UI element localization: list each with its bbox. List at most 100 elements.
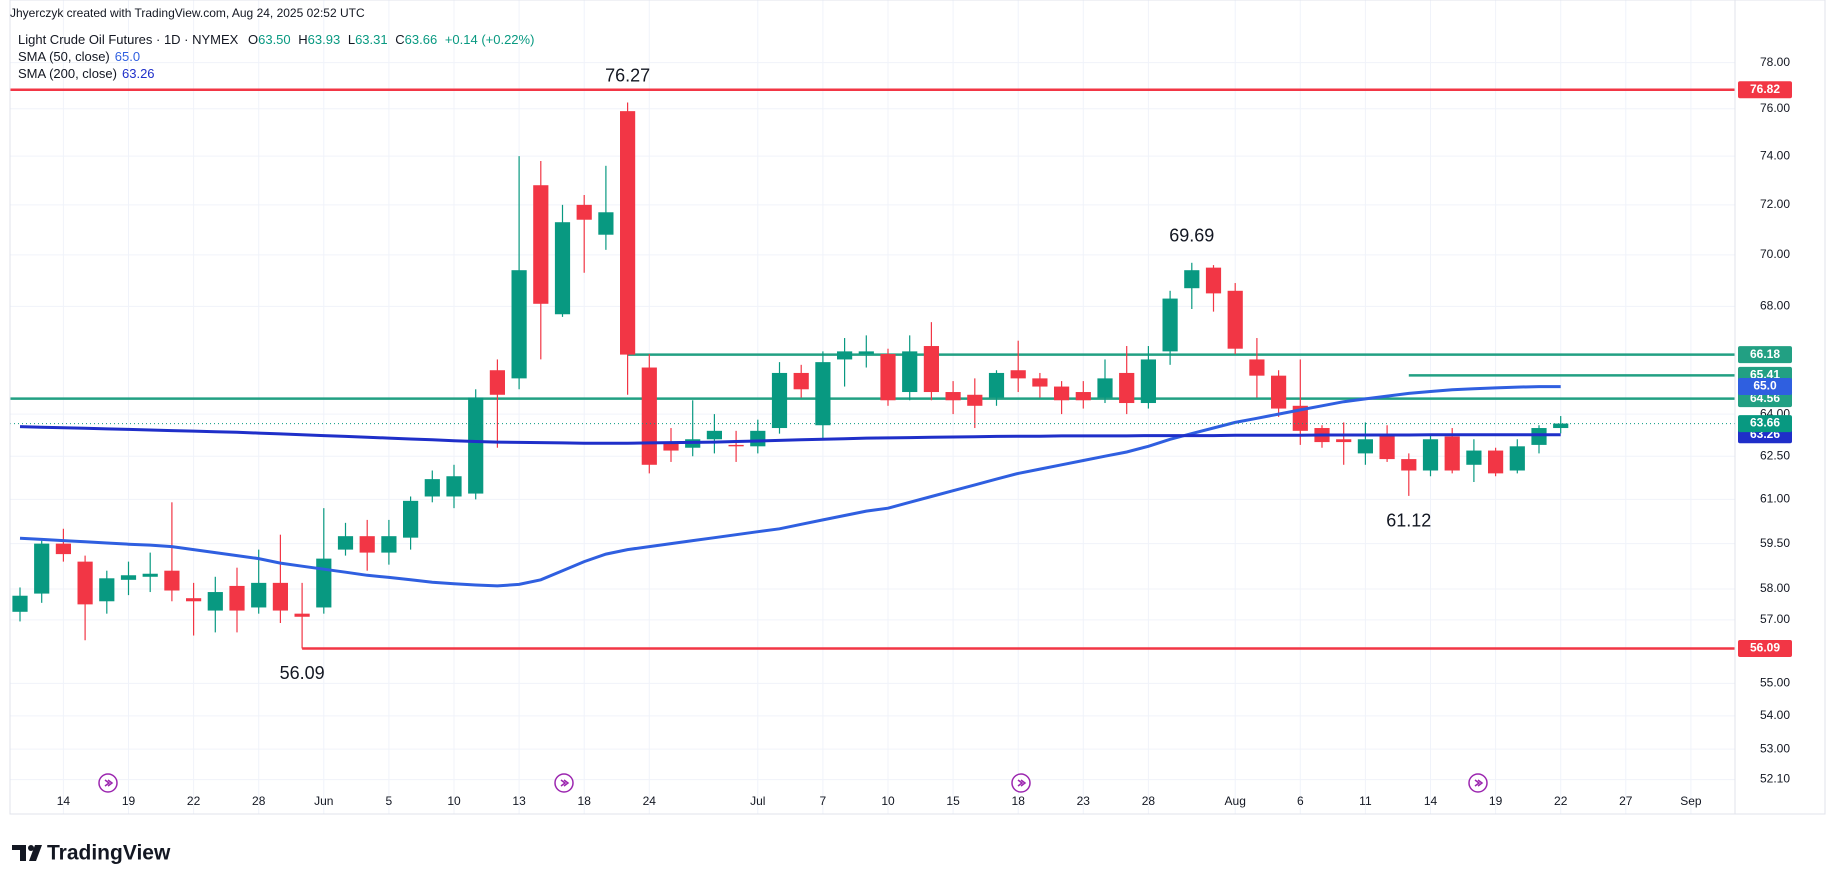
x-tick-label: Jul — [750, 794, 765, 808]
price-label-bg — [1738, 639, 1792, 657]
x-tick-label: 28 — [252, 794, 266, 808]
candle-body — [1509, 446, 1525, 471]
legend-name: SMA (200, close) — [18, 66, 117, 81]
ohlc-key: O — [248, 32, 258, 47]
event-markers — [98, 773, 1488, 793]
x-tick-label: 23 — [1077, 794, 1091, 808]
x-tick-label: 10 — [881, 794, 895, 808]
candle-body — [34, 543, 50, 594]
candle-body — [1357, 439, 1373, 454]
x-tick-label: 18 — [1012, 794, 1026, 808]
x-tick-label: 15 — [946, 794, 960, 808]
candle-body — [1553, 423, 1569, 429]
x-tick-label: Sep — [1680, 794, 1702, 808]
y-tick-label: 59.50 — [1760, 536, 1790, 550]
legend-value: 63.26 — [122, 66, 155, 81]
candle-body — [815, 362, 831, 426]
grid — [10, 0, 1735, 814]
y-tick-label: 62.50 — [1760, 448, 1790, 462]
x-tick-label: 13 — [512, 794, 526, 808]
event-marker — [98, 773, 118, 793]
change: +0.14 (+0.22%) — [445, 32, 535, 47]
ohlc-key: L — [348, 32, 355, 47]
price-label: 56.09 — [1750, 641, 1780, 655]
legend-value: 65.0 — [115, 49, 140, 64]
candle-body — [229, 585, 245, 611]
candle-body — [663, 442, 679, 451]
candle-body — [272, 582, 288, 611]
candle-body — [923, 346, 939, 393]
candle-body — [576, 204, 592, 220]
candle-body — [1010, 370, 1026, 379]
candle-body — [837, 351, 853, 360]
candle-body — [598, 212, 614, 235]
candle-body — [1054, 386, 1070, 401]
x-tick-label: 6 — [1297, 794, 1304, 808]
x-tick-label: Aug — [1225, 794, 1246, 808]
price-annotation: 76.27 — [605, 65, 650, 85]
y-tick-label: 70.00 — [1760, 247, 1790, 261]
candle-body — [945, 392, 961, 401]
x-tick-label: 14 — [1424, 794, 1438, 808]
candle-body — [793, 372, 809, 390]
plot-border — [9, 0, 1826, 815]
candle-body — [77, 561, 93, 605]
price-label: 63.66 — [1750, 416, 1780, 430]
price-label: 76.82 — [1750, 82, 1780, 96]
x-tick-label: 11 — [1359, 794, 1372, 808]
y-tick-label: 78.00 — [1760, 55, 1790, 69]
price-annotation: 56.09 — [280, 663, 325, 683]
ohlc-key: H — [298, 32, 307, 47]
y-tick-label: 54.00 — [1760, 708, 1790, 722]
legend-entry: SMA (200, close) 63.26 — [18, 66, 155, 81]
x-tick-label: 19 — [122, 794, 136, 808]
candle-body — [771, 372, 788, 429]
x-tick-label: 18 — [578, 794, 592, 808]
candle-body — [446, 476, 462, 497]
legend-title: Light Crude Oil Futures · 1D · NYMEX O 63… — [18, 32, 534, 47]
candle-body — [511, 270, 527, 379]
candle-body — [1097, 378, 1113, 398]
plot: 76.27 69.69 61.12 56.09 — [10, 65, 1735, 683]
legend-entry: SMA (50, close) 65.0 — [18, 49, 140, 64]
x-tick-label: 7 — [820, 794, 827, 808]
x-tick-label: 10 — [447, 794, 461, 808]
candle-body — [489, 370, 505, 395]
price-label-bg — [1738, 346, 1792, 364]
price-label-bg — [1738, 415, 1792, 433]
candle-body — [858, 351, 874, 355]
candle-body — [1075, 392, 1091, 401]
event-marker — [554, 773, 574, 793]
candle-body — [1488, 450, 1504, 474]
candle-body — [1422, 439, 1439, 471]
candle-body — [1162, 298, 1178, 352]
x-tick-label: 28 — [1142, 794, 1156, 808]
candle-body — [1140, 359, 1156, 404]
candle-body — [1271, 375, 1287, 409]
price-label-bg — [1738, 81, 1792, 99]
candle-body — [1531, 428, 1547, 445]
candle-body — [120, 575, 137, 580]
ohlc-value: 63.31 — [355, 32, 388, 47]
candle-body — [1119, 372, 1135, 404]
y-tick-label: 74.00 — [1760, 148, 1790, 162]
legend-name: SMA (50, close) — [18, 49, 110, 64]
candle-body — [728, 444, 744, 447]
candle-body — [967, 394, 983, 406]
candle-body — [988, 372, 1005, 398]
candle-body — [1205, 267, 1222, 294]
brand-logo — [12, 845, 42, 861]
candle-body — [251, 582, 267, 608]
candle-body — [641, 367, 657, 465]
candle-body — [554, 222, 571, 315]
y-tick-label: 58.00 — [1760, 581, 1790, 595]
x-tick-label: Jun — [314, 794, 333, 808]
y-tick-label: 61.00 — [1760, 492, 1790, 506]
candle-body — [706, 430, 722, 440]
candle-body — [142, 573, 158, 577]
y-tick-label: 53.00 — [1760, 741, 1790, 755]
symbol-title: Light Crude Oil Futures · 1D · NYMEX — [18, 32, 239, 47]
candle-body — [55, 543, 71, 555]
